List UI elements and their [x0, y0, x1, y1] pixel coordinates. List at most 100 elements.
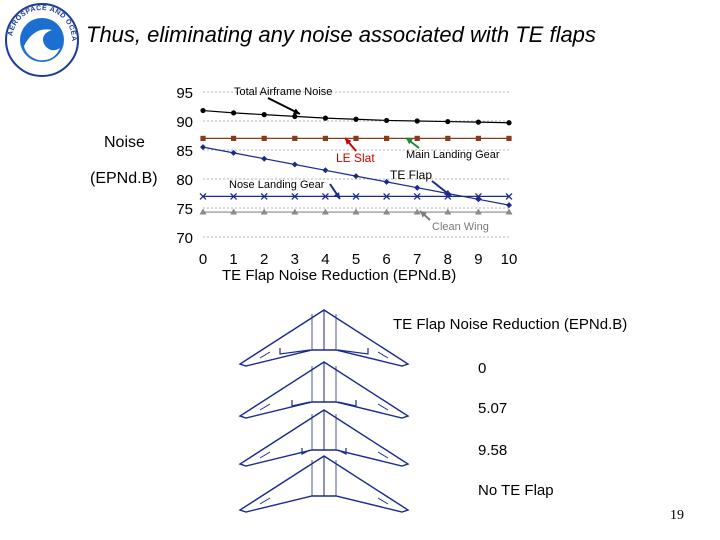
- aileron-left-1: [259, 351, 271, 359]
- series-0-point-1: [231, 110, 237, 116]
- x-tick-label-9: 9: [474, 251, 482, 268]
- series-3-point-10: [505, 192, 513, 200]
- annotation-arrowhead-0: [293, 108, 300, 114]
- series-0-point-4: [322, 115, 328, 121]
- series-2-point-4: [322, 167, 329, 174]
- te-flap-right-1: [337, 348, 369, 355]
- annotation-label-1: LE Slat: [336, 151, 375, 165]
- series-2-point-10: [506, 202, 512, 209]
- annotation-arrowhead-2: [406, 138, 413, 145]
- wing-planform-1: [238, 309, 410, 367]
- series-2-point-6: [383, 178, 390, 185]
- slide-title: Thus, eliminating any noise associated w…: [86, 22, 596, 47]
- series-1-point-5: [353, 135, 359, 141]
- series-1-point-4: [322, 135, 328, 141]
- y-axis-label-line1: Noise: [104, 134, 145, 151]
- series-0-point-8: [445, 118, 451, 125]
- y-tick-label-95: 95: [176, 85, 193, 102]
- series-2-point-1: [230, 149, 237, 156]
- series-4-point-10: [505, 208, 513, 215]
- series-2-point-5: [353, 173, 359, 180]
- series-1-point-1: [231, 135, 237, 141]
- annotation-label-4: Nose Landing Gear: [229, 179, 325, 191]
- series-4-point-4: [321, 208, 329, 215]
- series-2-point-7: [414, 184, 421, 191]
- series-3-point-7: [413, 192, 421, 200]
- x-tick-label-2: 2: [260, 251, 268, 268]
- aileron-left-3: [259, 451, 271, 459]
- aileron-right-1: [377, 351, 389, 359]
- te-flap-left-2: [291, 400, 311, 407]
- aileron-right-3: [377, 451, 389, 459]
- series-0-point-0: [200, 107, 206, 114]
- series-1-point-6: [384, 135, 390, 141]
- reduction-value-row-3: 9.58: [478, 442, 508, 459]
- page-number: 19: [670, 508, 684, 523]
- wing-planform-4: [238, 455, 410, 513]
- y-tick-label-90: 90: [176, 114, 193, 131]
- y-tick-label-75: 75: [176, 201, 193, 218]
- annotation-arrowhead-4: [333, 192, 340, 199]
- x-tick-label-0: 0: [199, 251, 207, 268]
- wing-planform-3: [238, 409, 410, 467]
- x-tick-label-7: 7: [413, 251, 421, 268]
- te-flap-left-3: [301, 448, 311, 455]
- x-tick-label-1: 1: [229, 251, 237, 268]
- series-2-point-3: [291, 161, 298, 168]
- y-tick-label-80: 80: [176, 172, 193, 189]
- series-4-point-3: [291, 208, 299, 215]
- aileron-left-2: [259, 403, 271, 411]
- series-0-point-5: [353, 116, 359, 122]
- series-4-point-2: [260, 208, 268, 215]
- series-2-point-2: [261, 155, 268, 162]
- series-3-point-5: [352, 192, 360, 200]
- y-tick-label-85: 85: [176, 143, 193, 160]
- series-1-point-7: [414, 135, 420, 141]
- reduction-table-header: TE Flap Noise Reduction (EPNd.B): [393, 316, 628, 333]
- annotation-arrowhead-5: [420, 211, 427, 218]
- reduction-value-row-4: No TE Flap: [478, 482, 554, 499]
- te-flap-right-3: [337, 448, 347, 455]
- wing-planform-2: [238, 361, 410, 419]
- series-0-point-10: [506, 120, 512, 126]
- x-tick-label-4: 4: [321, 251, 329, 268]
- series-3-point-1: [230, 192, 238, 200]
- series-3-point-3: [291, 192, 299, 200]
- series-3-point-9: [474, 192, 482, 200]
- x-tick-label-3: 3: [291, 251, 299, 268]
- x-tick-label-5: 5: [352, 251, 360, 268]
- series-4-point-9: [474, 208, 482, 215]
- series-3-point-4: [321, 192, 329, 200]
- series-0-point-6: [384, 117, 390, 124]
- series-3-point-0: [199, 192, 207, 200]
- annotation-arrowhead-1: [345, 138, 352, 145]
- annotation-label-0: Total Airframe Noise: [234, 86, 332, 98]
- wing-planform-column: [238, 309, 410, 513]
- annotation-label-2: Main Landing Gear: [406, 149, 500, 161]
- virginia-tech-aoe-logo: AEROSPACE AND OCEAN ENGINEERING · VIRGIN…: [0, 0, 79, 77]
- series-0-point-3: [292, 113, 298, 119]
- aileron-right-4: [377, 497, 389, 505]
- series-4-point-0: [199, 208, 207, 215]
- series-4-point-8: [444, 208, 452, 215]
- te-flap-right-2: [337, 400, 357, 407]
- series-4-point-1: [230, 208, 238, 215]
- annotation-label-5: Clean Wing: [432, 221, 489, 233]
- series-0-point-2: [261, 112, 267, 118]
- te-flap-left-1: [279, 348, 311, 355]
- series-1-point-2: [261, 135, 267, 141]
- annotation-arrowhead-3: [444, 189, 451, 196]
- annotation-label-3: TE Flap: [390, 168, 432, 182]
- noise-line-chart: 70 75 80 85 90 95 0 1 2 3 4 5 6 7 8 9 10 Total Airframe N…: [176, 85, 517, 268]
- x-tick-label-6: 6: [382, 251, 390, 268]
- series-3-point-2: [260, 192, 268, 200]
- x-axis-label: TE Flap Noise Reduction (EPNd.B): [222, 267, 457, 284]
- series-4-point-7: [413, 208, 421, 215]
- series-2-point-0: [200, 144, 206, 151]
- y-tick-label-70: 70: [176, 230, 193, 247]
- series-4-point-6: [383, 208, 391, 215]
- series-1-point-9: [475, 135, 481, 141]
- series-0-point-9: [475, 119, 481, 125]
- x-tick-label-8: 8: [444, 251, 452, 268]
- series-4-point-5: [352, 208, 360, 215]
